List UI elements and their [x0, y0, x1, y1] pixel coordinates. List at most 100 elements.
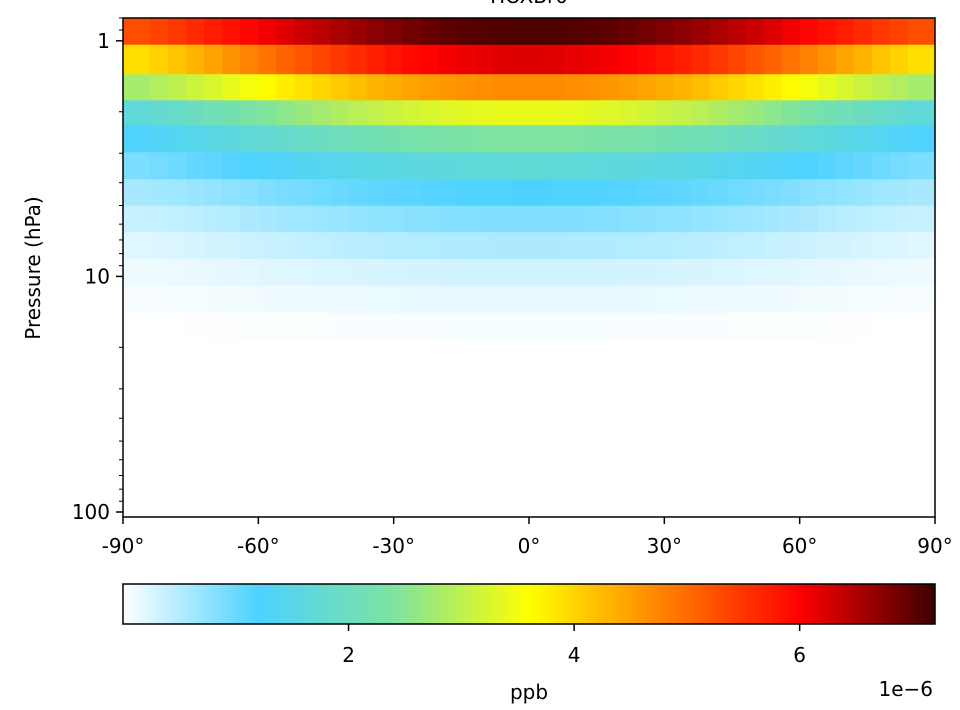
heatmap-cell — [168, 232, 187, 260]
heatmap-cell — [547, 74, 566, 101]
heatmap-cell — [601, 179, 620, 207]
heatmap-cell — [510, 285, 530, 314]
heatmap-cell — [276, 205, 296, 233]
heatmap-cell — [366, 232, 386, 260]
heatmap-cell — [835, 125, 855, 153]
y-tick-label: 1 — [97, 29, 110, 53]
heatmap-cell — [781, 258, 801, 287]
heatmap-cell — [817, 312, 837, 341]
heatmap-cell — [402, 285, 422, 314]
heatmap-cell — [601, 125, 620, 153]
heatmap-cell — [123, 44, 151, 75]
heatmap-cell — [222, 232, 241, 260]
heatmap-cell — [510, 258, 530, 287]
heatmap-cell — [781, 74, 801, 101]
heatmap-cell — [817, 100, 837, 126]
heatmap-cell — [763, 44, 783, 75]
heatmap-cell — [258, 100, 277, 126]
heatmap-cell — [799, 74, 819, 101]
heatmap-cell — [691, 152, 711, 180]
heatmap-cell — [240, 312, 259, 341]
heatmap-cell — [258, 18, 277, 46]
heatmap-cell — [727, 100, 747, 126]
heatmap-cell — [240, 44, 259, 75]
heatmap-cell — [420, 312, 440, 341]
heatmap-cell — [492, 258, 512, 287]
heatmap-cell — [889, 125, 909, 153]
heatmap-cell — [186, 152, 205, 180]
heatmap-cell — [402, 125, 422, 153]
heatmap-cell — [799, 285, 819, 314]
heatmap-cell — [709, 74, 729, 101]
heatmap-cell — [619, 232, 638, 260]
heatmap-cell — [384, 285, 404, 314]
heatmap-cell — [123, 18, 151, 46]
heatmap-cell — [366, 285, 386, 314]
heatmap-cell — [150, 100, 169, 126]
heatmap-cell — [763, 285, 783, 314]
heatmap-cell — [168, 312, 187, 341]
heatmap-cell — [186, 179, 205, 207]
heatmap-cell — [871, 18, 891, 46]
heatmap-cell — [565, 125, 584, 153]
heatmap-cell — [222, 44, 241, 75]
heatmap-cell — [655, 205, 674, 233]
heatmap-cell — [709, 100, 729, 126]
heatmap-cell — [150, 125, 169, 153]
heatmap-cell — [889, 232, 909, 260]
heatmap-cell — [907, 74, 935, 101]
heatmap-cell — [529, 74, 548, 101]
heatmap-cell — [709, 44, 729, 75]
heatmap-cell — [727, 285, 747, 314]
heatmap-cell — [384, 125, 404, 153]
heatmap-cell — [547, 205, 566, 233]
heatmap-cell — [294, 44, 314, 75]
heatmap-cell — [889, 74, 909, 101]
heatmap-cell — [348, 258, 368, 287]
heatmap-cell — [123, 312, 151, 341]
heatmap-cell — [907, 152, 935, 180]
y-axis: 1 10 100 — [72, 17, 123, 524]
heatmap-cell — [673, 74, 692, 101]
heatmap-cell — [294, 18, 314, 46]
heatmap-cell — [312, 232, 332, 260]
heatmap-cell — [853, 312, 873, 341]
heatmap-cell — [348, 205, 368, 233]
heatmap-cell — [781, 232, 801, 260]
heatmap-cell — [799, 232, 819, 260]
heatmap-cell — [420, 285, 440, 314]
heatmap-cell — [384, 232, 404, 260]
heatmap-cell — [691, 312, 711, 341]
heatmap-cell — [691, 74, 711, 101]
heatmap-cell — [637, 100, 656, 126]
heatmap-cell — [835, 18, 855, 46]
heatmap-cell — [745, 205, 765, 233]
heatmap-cell — [871, 285, 891, 314]
heatmap-cell — [240, 258, 259, 287]
heatmap-cell — [330, 125, 350, 153]
heatmap-cell — [150, 232, 169, 260]
x-tick-label: 0° — [518, 534, 541, 558]
heatmap-cell — [691, 205, 711, 233]
heatmap-cell — [763, 232, 783, 260]
heatmap-cell — [727, 205, 747, 233]
heatmap-cell — [168, 179, 187, 207]
heatmap-cell — [673, 205, 692, 233]
heatmap-cell — [384, 152, 404, 180]
heatmap-cell — [817, 125, 837, 153]
heatmap-cell — [601, 152, 620, 180]
heatmap-cell — [601, 312, 620, 341]
heatmap-cell — [402, 152, 422, 180]
heatmap-cell — [312, 44, 332, 75]
x-tick-label: 90° — [917, 534, 952, 558]
heatmap-cell — [240, 205, 259, 233]
heatmap-cell — [871, 258, 891, 287]
heatmap-cell — [510, 18, 530, 46]
heatmap-cell — [637, 258, 656, 287]
heatmap-cell — [492, 18, 512, 46]
heatmap-cell — [817, 205, 837, 233]
heatmap-cell — [492, 152, 512, 180]
heatmap-cell — [835, 232, 855, 260]
heatmap-cell — [781, 285, 801, 314]
heatmap-cell — [745, 125, 765, 153]
